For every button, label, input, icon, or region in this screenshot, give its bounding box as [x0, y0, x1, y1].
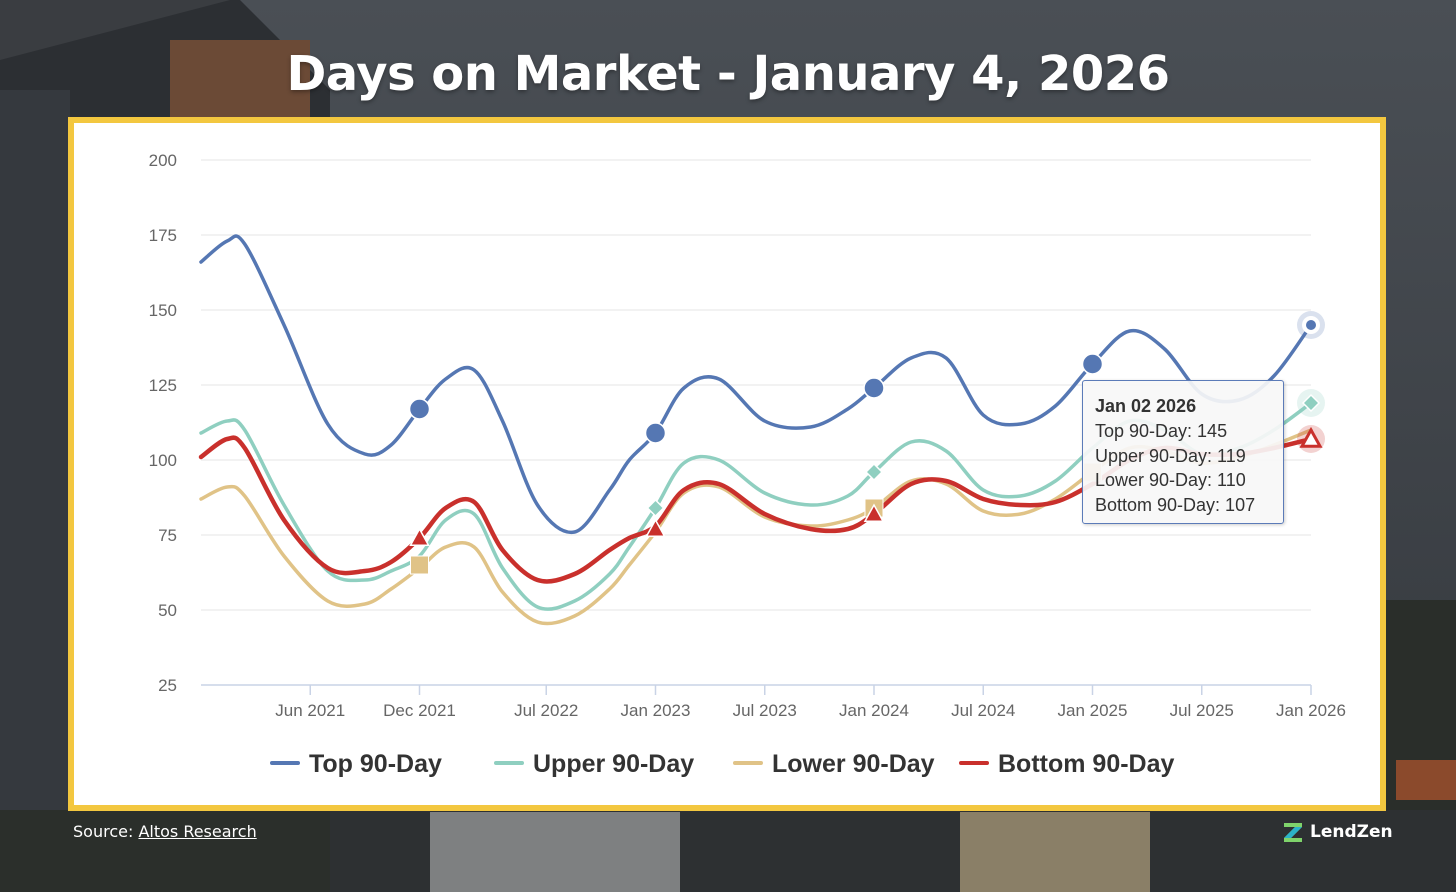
x-tick-label: Jan 2025 [1058, 701, 1128, 720]
series-line-top [199, 234, 1313, 535]
x-tick-label: Jul 2025 [1170, 701, 1234, 720]
y-tick-label: 125 [149, 376, 177, 395]
x-tick-label: Dec 2021 [383, 701, 456, 720]
data-point-bottom [645, 518, 666, 537]
data-point-top [644, 422, 667, 444]
x-tick-label: Jan 2024 [839, 701, 909, 720]
x-tick-label: Jan 2023 [621, 701, 691, 720]
x-tick-label: Jun 2021 [275, 701, 345, 720]
legend-item-upper: Upper 90-Day [533, 750, 694, 778]
y-tick-label: 175 [149, 226, 177, 245]
y-tick-label: 25 [158, 676, 177, 695]
source-note: Source: Altos Research [73, 822, 257, 841]
data-point-top [1081, 353, 1104, 375]
lendzen-logo-icon [1284, 823, 1302, 842]
days-on-market-chart: 25 50 75 100 125 150 175 200 Jun 2021 Dec 2021 Jul… [149, 151, 1346, 778]
brand-name: LendZen [1310, 822, 1393, 842]
legend-item-top: Top 90-Day [309, 750, 442, 778]
y-tick-label: 150 [149, 301, 177, 320]
data-point-upper [1301, 393, 1321, 413]
brand-logo: LendZen [1282, 820, 1393, 844]
x-tick-label: Jan 2026 [1276, 701, 1346, 720]
y-tick-label: 75 [158, 526, 177, 545]
y-tick-label: 50 [158, 601, 177, 620]
data-point-bottom [1299, 426, 1323, 448]
source-label: Source: [73, 822, 134, 841]
legend-item-lower: Lower 90-Day [772, 750, 935, 778]
tooltip-line-top: Top 90-Day: 145 [1095, 420, 1228, 441]
data-point-lower [410, 555, 430, 575]
marker-layer [408, 311, 1325, 575]
chart-tooltip: Jan 02 2026 Top 90-Day: 145 Upper 90-Day… [1082, 380, 1284, 524]
data-point-top [1306, 320, 1316, 330]
source-link[interactable]: Altos Research [138, 822, 257, 841]
y-tick-label: 200 [149, 151, 177, 170]
tooltip-line-upper: Upper 90-Day: 119 [1095, 445, 1246, 466]
data-point-upper [646, 498, 665, 518]
y-tick-label: 100 [149, 451, 177, 470]
data-point-top [408, 398, 431, 420]
legend-item-bottom: Bottom 90-Day [998, 750, 1175, 778]
page-title: Days on Market - January 4, 2026 [286, 46, 1170, 102]
chart-panel: 25 50 75 100 125 150 175 200 Jun 2021 Dec 2021 Jul… [68, 117, 1386, 811]
legend-layer: Top 90-Day Upper 90-Day Lower 90-Day Bottom… [270, 750, 1175, 778]
data-point-bottom [863, 503, 885, 522]
x-tick-label: Jul 2023 [733, 701, 797, 720]
data-point-upper [864, 462, 884, 482]
tooltip-line-lower: Lower 90-Day: 110 [1095, 470, 1246, 491]
data-point-top [863, 377, 885, 399]
x-tick-label: Jul 2022 [514, 701, 578, 720]
tooltip-date: Jan 02 2026 [1095, 396, 1197, 416]
axis-layer: 25 50 75 100 125 150 175 200 Jun 2021 Dec 2021 Jul… [149, 151, 1346, 720]
x-tick-label: Jul 2024 [951, 701, 1015, 720]
tooltip-line-bottom: Bottom 90-Day: 107 [1095, 495, 1256, 516]
data-point-bottom [409, 527, 430, 546]
